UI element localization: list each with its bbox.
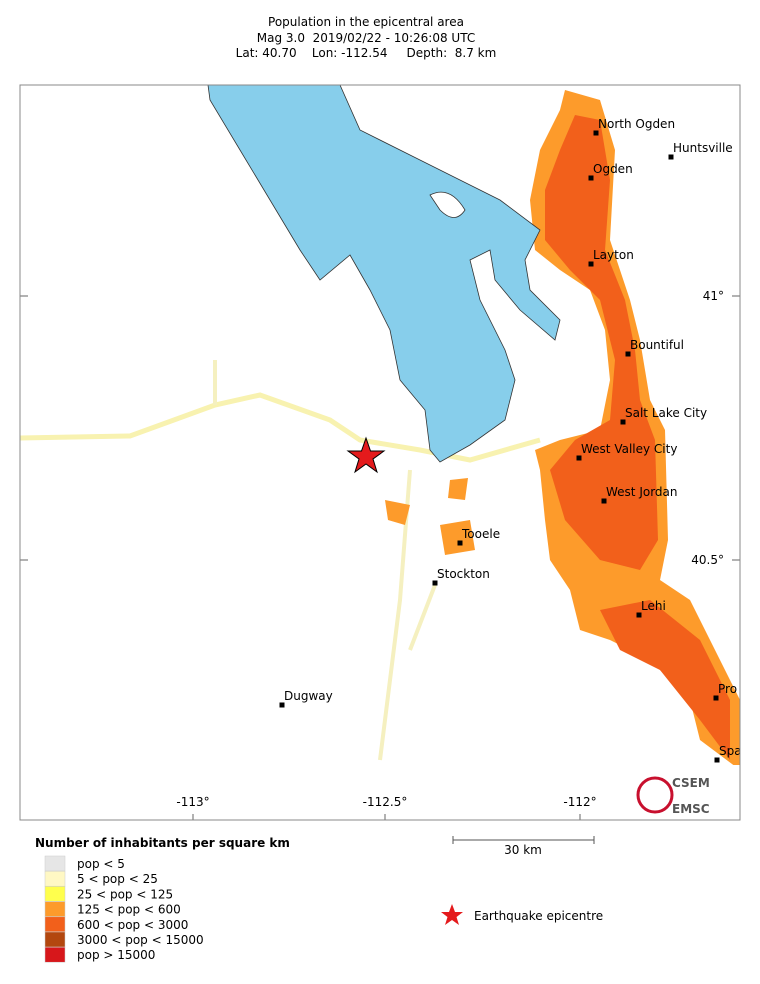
city-marker	[601, 498, 607, 504]
legend-title: Number of inhabitants per square km	[35, 836, 290, 850]
legend-swatch	[44, 901, 66, 917]
city-label: Stockton	[437, 567, 490, 581]
city-marker	[620, 419, 626, 425]
legend-swatch	[44, 916, 66, 933]
city-marker	[668, 154, 674, 160]
subtitle: Lat: 40.70 Lon: -112.54 Depth: 8.7 km	[236, 46, 497, 60]
city-marker	[588, 175, 594, 181]
city-marker	[714, 757, 720, 763]
city-marker	[432, 580, 438, 586]
legend-swatch	[44, 870, 66, 887]
city-marker	[588, 261, 594, 267]
epicentre-label: Earthquake epicentre	[474, 909, 603, 923]
city-label: Lehi	[641, 599, 666, 613]
legend-label: pop > 15000	[77, 948, 155, 962]
scale-label: 30 km	[504, 843, 542, 857]
urban-area	[385, 478, 475, 555]
lat-label: 41°	[703, 289, 724, 303]
city-label: Huntsville	[673, 141, 733, 155]
road	[20, 392, 541, 463]
logo-globe	[636, 776, 674, 814]
city-label: West Valley City	[581, 442, 677, 456]
city-marker	[593, 130, 599, 136]
city-marker	[636, 612, 642, 618]
legend-label: 600 < pop < 3000	[77, 918, 188, 932]
city-label: North Ogden	[598, 117, 675, 131]
urban-area	[600, 600, 730, 760]
epicentre	[346, 436, 386, 474]
lon-label: -112°	[563, 795, 596, 809]
city-marker	[625, 351, 631, 357]
epicentre-symbol	[441, 904, 463, 925]
legend-swatch	[44, 855, 66, 872]
city-marker	[576, 455, 582, 461]
lake	[207, 85, 561, 463]
city-label: Layton	[593, 248, 634, 262]
map: North Ogden Huntsville Ogden Layton Bountifu…	[20, 85, 742, 820]
legend-swatch	[44, 946, 66, 963]
title: Population in the epicentral area	[268, 15, 464, 29]
lat-label: 40.5°	[691, 553, 724, 567]
logo-text: EMSC	[672, 802, 710, 816]
lon-label: -113°	[176, 795, 209, 809]
city-label: Salt Lake City	[625, 406, 707, 420]
city-label: Dugway	[284, 689, 333, 703]
city-label: Tooele	[461, 527, 500, 541]
legend-label: pop < 5	[77, 857, 125, 871]
city-label: Pro	[718, 682, 737, 696]
legend-label: 5 < pop < 25	[77, 872, 158, 886]
legend-label: 125 < pop < 600	[77, 903, 181, 917]
legend-label: 3000 < pop < 15000	[77, 933, 204, 947]
city-label: Spa	[719, 744, 742, 758]
island	[429, 191, 466, 218]
city-label: Ogden	[593, 162, 633, 176]
city-label: Bountiful	[630, 338, 684, 352]
legend-label: 25 < pop < 125	[77, 887, 173, 901]
map-frame	[19, 84, 741, 821]
city-marker	[457, 540, 463, 546]
subtitle: Mag 3.0 2019/02/22 - 10:26:08 UTC	[257, 31, 475, 45]
city-label: West Jordan	[606, 485, 678, 499]
city-marker	[279, 702, 285, 708]
legend-swatch	[44, 931, 66, 948]
legend-swatch	[44, 886, 66, 902]
logo-text: CSEM	[672, 776, 710, 790]
urban-area	[545, 115, 658, 570]
lon-label: -112.5°	[363, 795, 408, 809]
city-marker	[713, 695, 719, 701]
